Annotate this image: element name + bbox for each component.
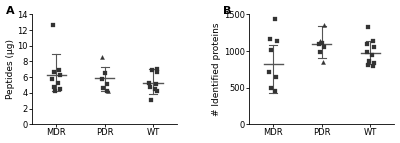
Point (316, 43, 322, 46)
Point (364, 64, 371, 66)
Point (100, 87, 106, 89)
Point (266, 70, 273, 73)
Point (364, 43, 370, 46)
Y-axis label: # Identified proteins: # Identified proteins (212, 23, 221, 116)
Point (56, 69, 62, 71)
Point (104, 83, 110, 85)
Point (56, 88, 63, 90)
Point (268, 87, 274, 90)
Point (154, 67, 160, 70)
Text: A: A (6, 6, 14, 16)
Point (148, 99, 154, 101)
Point (364, 51, 370, 54)
Point (153, 71, 160, 74)
Point (321, 45, 327, 48)
Point (366, 59, 372, 62)
Point (147, 86, 154, 89)
Point (370, 65, 376, 67)
Point (99, 78, 106, 80)
Point (146, 82, 152, 84)
Point (371, 45, 377, 48)
Point (273, 76, 279, 79)
Point (51, 71, 58, 74)
Point (98, 56, 105, 58)
Point (268, 49, 274, 51)
Point (55, 82, 61, 85)
Point (148, 69, 155, 71)
Point (368, 53, 375, 56)
Point (102, 72, 108, 74)
Point (267, 38, 274, 40)
Text: B: B (223, 6, 231, 16)
Point (152, 88, 158, 90)
Point (318, 42, 325, 44)
Point (50, 23, 56, 26)
Point (154, 90, 160, 92)
Point (49, 78, 56, 80)
Y-axis label: Peptides (μg): Peptides (μg) (6, 39, 14, 99)
Point (317, 51, 323, 54)
Point (104, 89, 111, 92)
Point (317, 40, 324, 42)
Point (274, 40, 280, 43)
Point (272, 90, 278, 92)
Point (104, 89, 110, 92)
Point (272, 18, 278, 21)
Point (57, 74, 63, 76)
Point (370, 62, 377, 64)
Point (51, 86, 57, 88)
Point (370, 40, 376, 43)
Point (152, 83, 159, 85)
Point (320, 24, 327, 26)
Point (320, 61, 326, 63)
Point (365, 26, 372, 28)
Point (52, 90, 58, 92)
